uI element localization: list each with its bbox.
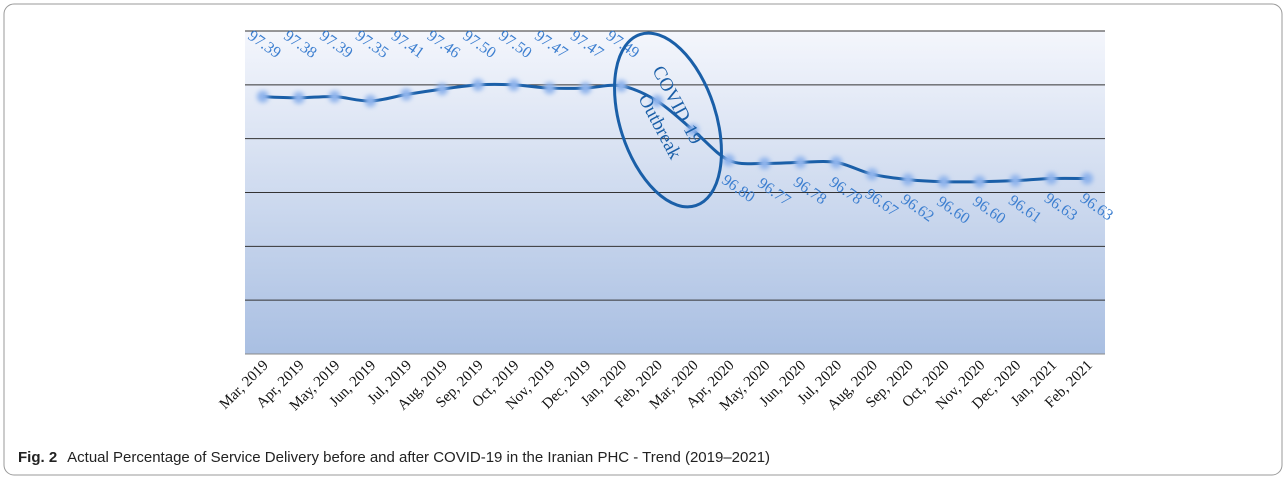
marker [1081, 172, 1094, 185]
marker [686, 124, 699, 137]
frame [3, 3, 1283, 476]
marker [292, 91, 305, 104]
caption-label: Fig. 2 [18, 449, 57, 466]
marker [973, 175, 986, 188]
marker [256, 90, 269, 103]
marker [651, 94, 664, 107]
marker [794, 156, 807, 169]
marker [1009, 174, 1022, 187]
marker [830, 156, 843, 169]
annotation-ellipse [613, 31, 723, 209]
marker [866, 168, 879, 181]
marker [328, 90, 341, 103]
caption: Fig. 2 Actual Percentage of Service Deliv… [18, 449, 770, 466]
marker [901, 173, 914, 186]
marker [543, 82, 556, 95]
marker [471, 78, 484, 91]
marker [1045, 172, 1058, 185]
marker [722, 154, 735, 167]
marker [615, 79, 628, 92]
marker [937, 175, 950, 188]
marker [579, 82, 592, 95]
marker [364, 94, 377, 107]
marker [507, 78, 520, 91]
marker [400, 88, 413, 101]
marker [436, 83, 449, 96]
marker [758, 157, 771, 170]
caption-text: Actual Percentage of Service Delivery be… [67, 449, 770, 466]
